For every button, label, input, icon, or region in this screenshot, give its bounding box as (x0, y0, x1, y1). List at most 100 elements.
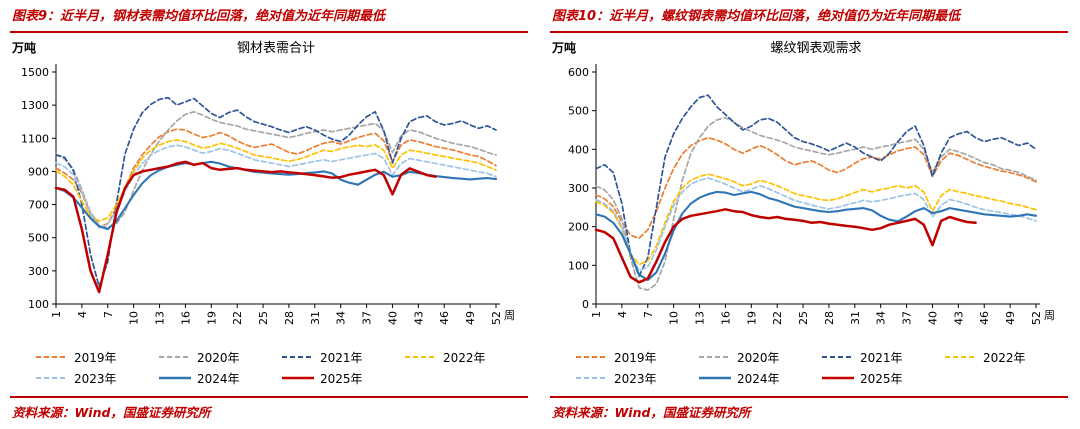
chart-title: 钢材表需合计 (237, 41, 315, 56)
legend-line-swatch (282, 356, 314, 359)
steel-chart-legend: 2019年 2020年 2021年 2022年 2023年 2024年 2025年 (10, 346, 528, 387)
chart-title: 螺纹钢表观需求 (770, 41, 861, 56)
legend-label: 2020年 (737, 350, 780, 365)
x-tick-label: 19 (205, 311, 218, 325)
x-tick-label: 46 (978, 311, 991, 325)
x-tick-label: 52 (490, 311, 503, 325)
legend-item-2024年: 2024年 (699, 370, 818, 387)
legend-item-2019年: 2019年 (576, 349, 695, 366)
figure-title: 图表10：近半月，螺纹钢表需均值环比回落，绝对值仍为近年同期最低 (550, 6, 1068, 33)
x-tick-label: 10 (128, 311, 141, 325)
y-tick-label: 400 (568, 143, 589, 156)
legend-label: 2023年 (74, 371, 117, 386)
x-tick-label: 37 (361, 311, 374, 325)
legend-line-swatch (405, 356, 437, 359)
y-tick-label: 100 (28, 298, 49, 311)
x-tick-label: 19 (745, 311, 758, 325)
x-tick-label: 34 (875, 311, 888, 325)
legend-item-2020年: 2020年 (699, 349, 818, 366)
legend-label: 2025年 (320, 371, 363, 386)
legend-item-2024年: 2024年 (159, 370, 278, 387)
rebar-chart-legend: 2019年 2020年 2021年 2022年 2023年 2024年 2025年 (550, 346, 1068, 387)
x-tick-label: 40 (926, 311, 939, 325)
legend-line-swatch (822, 356, 854, 359)
y-tick-label: 500 (28, 232, 49, 245)
legend-line-swatch (282, 377, 314, 380)
x-axis-unit-label: 周 (1044, 309, 1055, 322)
legend-label: 2019年 (614, 350, 657, 365)
x-tick-label: 1 (590, 311, 603, 318)
series-line-2019年 (55, 128, 497, 228)
x-tick-label: 7 (642, 311, 655, 318)
series-line-2023年 (595, 176, 1037, 272)
y-tick-label: 0 (582, 298, 589, 311)
legend-item-2020年: 2020年 (159, 349, 278, 366)
figure-panel-rebar: 图表10：近半月，螺纹钢表需均值环比回落，绝对值仍为近年同期最低 螺纹钢表观需求… (540, 0, 1080, 429)
legend-label: 2019年 (74, 350, 117, 365)
legend-line-swatch (822, 377, 854, 380)
y-tick-label: 100 (568, 259, 589, 272)
figure-title: 图表9：近半月，钢材表需均值环比回落，绝对值为近年同期最低 (10, 6, 528, 33)
legend-label: 2021年 (860, 350, 903, 365)
series-line-2025年 (594, 207, 977, 284)
source-note: 资料来源：Wind，国盛证券研究所 (10, 396, 528, 423)
legend-item-2025年: 2025年 (822, 370, 941, 387)
x-tick-label: 43 (412, 311, 425, 325)
x-tick-label: 40 (386, 311, 399, 325)
series-line-2019年 (595, 136, 1037, 240)
steel-chart-area: 钢材表需合计 万吨 100 300 500 700 900 1100 1300 1500 1 4 7 10… (10, 36, 528, 387)
legend-label: 2023年 (614, 371, 657, 386)
x-tick-label: 10 (668, 311, 681, 325)
legend-line-swatch (699, 356, 731, 359)
legend-item-2022年: 2022年 (405, 349, 524, 366)
y-axis-unit-label: 万吨 (11, 40, 36, 55)
legend-line-swatch (576, 356, 608, 359)
x-tick-label: 22 (771, 311, 784, 325)
y-tick-label: 500 (568, 105, 589, 118)
y-tick-label: 900 (28, 165, 49, 178)
y-tick-label: 1500 (21, 66, 49, 79)
legend-label: 2021年 (320, 350, 363, 365)
y-tick-label: 300 (28, 265, 49, 278)
legend-item-2023年: 2023年 (36, 370, 155, 387)
x-tick-label: 4 (76, 311, 89, 318)
legend-item-2021年: 2021年 (282, 349, 401, 366)
legend-line-swatch (576, 377, 608, 380)
x-tick-label: 49 (1004, 311, 1017, 325)
x-axis-unit-label: 周 (504, 309, 515, 322)
y-axis-unit-label: 万吨 (551, 40, 576, 55)
x-tick-label: 1 (50, 311, 63, 318)
x-tick-label: 46 (438, 311, 451, 325)
legend-label: 2022年 (983, 350, 1026, 365)
legend-line-swatch (699, 377, 731, 380)
legend-line-swatch (159, 377, 191, 380)
legend-item-2019年: 2019年 (36, 349, 155, 366)
steel-demand-line-chart: 钢材表需合计 万吨 100 300 500 700 900 1100 1300 1500 1 4 7 10… (11, 40, 515, 325)
legend-line-swatch (36, 356, 68, 359)
series-line-2024年 (594, 190, 1038, 281)
x-tick-label: 25 (797, 311, 810, 325)
x-tick-label: 37 (901, 311, 914, 325)
series-line-2021年 (55, 96, 497, 288)
y-tick-label: 700 (28, 198, 49, 211)
x-tick-label: 31 (309, 311, 322, 325)
legend-label: 2024年 (197, 371, 240, 386)
x-tick-label: 13 (694, 311, 707, 325)
legend-line-swatch (159, 356, 191, 359)
x-tick-label: 43 (952, 311, 965, 325)
legend-label: 2025年 (860, 371, 903, 386)
legend-label: 2020年 (197, 350, 240, 365)
legend-line-swatch (945, 356, 977, 359)
series-line-2025年 (54, 160, 437, 294)
y-tick-label: 200 (568, 221, 589, 234)
x-tick-label: 31 (849, 311, 862, 325)
rebar-demand-line-chart: 螺纹钢表观需求 万吨 0 100 200 300 400 500 600 1 4 7 10 13 16 19 2… (551, 40, 1055, 325)
legend-line-swatch (36, 377, 68, 380)
x-tick-label: 52 (1030, 311, 1043, 325)
rebar-chart-area: 螺纹钢表观需求 万吨 0 100 200 300 400 500 600 1 4 7 10 13 16 19 2… (550, 36, 1068, 387)
series-line-2020年 (595, 116, 1037, 291)
legend-label: 2024年 (737, 371, 780, 386)
figure-panel-steel: 图表9：近半月，钢材表需均值环比回落，绝对值为近年同期最低 钢材表需合计 万吨 10… (10, 6, 528, 423)
y-tick-label: 600 (568, 66, 589, 79)
x-tick-label: 28 (283, 311, 296, 325)
